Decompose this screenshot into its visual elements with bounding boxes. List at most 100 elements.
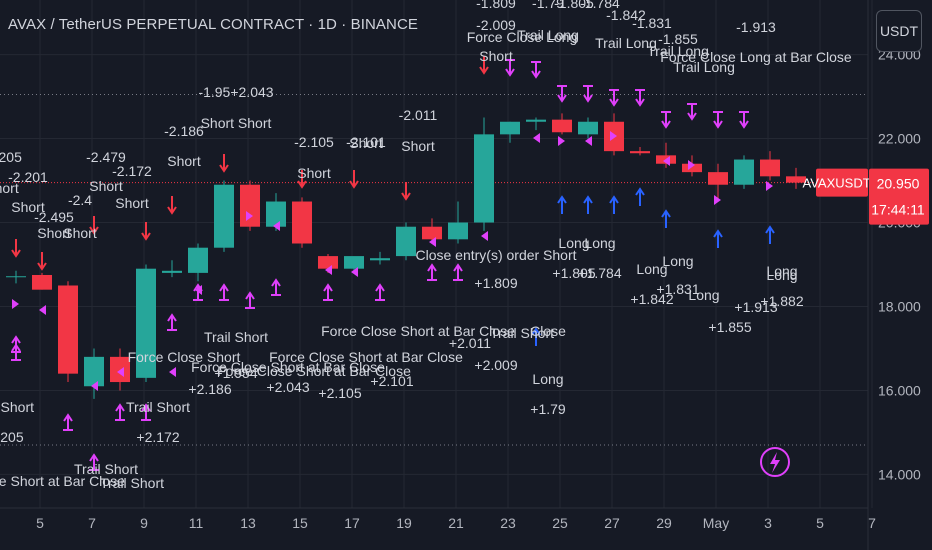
chart-title: AVAX / TetherUS PERPETUAL CONTRACT · 1D … (8, 16, 418, 33)
fill-triangle (12, 299, 19, 309)
currency-selector[interactable]: USDT (876, 10, 922, 52)
x-tick-label: 13 (240, 515, 256, 531)
exit-marker (427, 263, 437, 281)
exit-head (739, 120, 749, 129)
trade-label: Trail Short (74, 461, 138, 477)
trade-label: -1.842 (606, 7, 646, 23)
trade-label: Trail Long (517, 27, 579, 43)
exit-marker (453, 263, 463, 281)
candle-body (6, 276, 26, 278)
fill-triangle (663, 156, 670, 166)
trade-label: Short (297, 165, 331, 181)
exit-marker (219, 283, 229, 301)
trade-label: +1.805 (552, 265, 595, 281)
y-tick-label: 18.000 (878, 298, 921, 314)
price-tag (869, 168, 929, 225)
exit-head (115, 403, 125, 412)
fill-triangle (688, 160, 695, 170)
trade-label: Short (401, 138, 435, 154)
trade-label: +2.101 (370, 373, 413, 389)
trade-label: Short (11, 199, 45, 215)
candle-body (448, 222, 468, 240)
exit-head (167, 313, 177, 322)
short-entry-arrow (141, 222, 151, 241)
long-entry-arrow (765, 225, 775, 244)
arrow-head (297, 180, 307, 189)
long-entry-arrow (583, 195, 593, 214)
exit-head (271, 278, 281, 287)
exit-head (11, 335, 21, 344)
arrow-head (479, 66, 489, 75)
x-tick-label: 19 (396, 515, 412, 531)
trade-label: Long (766, 267, 797, 283)
short-entry-arrow (297, 170, 307, 189)
arrow-head (765, 225, 775, 234)
long-entry-arrow (713, 229, 723, 248)
candle-body (84, 356, 104, 387)
trade-label: +2.043 (266, 379, 309, 395)
arrow-head (349, 180, 359, 189)
countdown-label: 17:44:11 (871, 202, 925, 218)
candle-body (760, 159, 780, 177)
candle-body (552, 119, 572, 133)
lightning-icon[interactable] (760, 447, 790, 477)
exit-head (219, 283, 229, 292)
exit-marker (63, 413, 73, 431)
exit-marker (531, 61, 541, 79)
candle-body (214, 184, 234, 248)
trade-label: -1.79 (532, 0, 564, 11)
exit-marker (739, 111, 749, 129)
trade-label: Force Close Long (467, 29, 578, 45)
exit-marker (687, 103, 697, 121)
exit-marker (583, 85, 593, 103)
x-tick-label: 23 (500, 515, 516, 531)
trade-label: Force Close Short (128, 349, 241, 365)
symbol-tag-label: AVAXUSDT.P (803, 176, 882, 191)
exit-marker (167, 313, 177, 331)
arrow-head (141, 232, 151, 241)
candle-body (162, 270, 182, 273)
fill-triangle (351, 267, 358, 277)
fill-triangle (325, 265, 332, 275)
exit-head (583, 94, 593, 103)
trade-label: -2.011 (399, 107, 438, 123)
fill-triangle (610, 131, 617, 141)
short-entry-arrow (37, 252, 47, 271)
trade-label: Close (530, 323, 566, 339)
candle-body (734, 159, 754, 185)
candle-body (58, 285, 78, 374)
fill-triangle (766, 181, 773, 191)
candle-body (188, 247, 208, 273)
fill-triangle (91, 381, 98, 391)
exit-head (531, 70, 541, 79)
trade-label: Long (532, 371, 563, 387)
arrow-head (583, 195, 593, 204)
trade-label: Force Close Short at Bar Close (321, 323, 515, 339)
short-entry-arrow (89, 216, 99, 235)
short-entry-arrow (349, 170, 359, 189)
candle-body (630, 151, 650, 154)
candle-body (240, 184, 260, 227)
last-price-label: 20.950 (877, 176, 920, 192)
exit-head (323, 283, 333, 292)
y-tick-label: 16.000 (878, 382, 921, 398)
trade-label: -1.95+2.043 (198, 84, 273, 100)
exit-marker (323, 283, 333, 301)
exit-marker (609, 89, 619, 107)
trade-label: -2.101 (346, 134, 386, 150)
exit-head (661, 120, 671, 129)
lightning-icon-ring (760, 447, 790, 477)
exit-head (427, 263, 437, 272)
trade-label: -2.205 (0, 149, 22, 165)
exit-marker (505, 59, 515, 77)
trade-label: -1.809 (476, 0, 516, 11)
x-tick-label: 11 (189, 515, 204, 531)
trade-label: Short Short (201, 115, 272, 131)
trade-label: -1.831 (632, 15, 672, 31)
trade-label: Short (349, 135, 383, 151)
fill-triangle (195, 285, 202, 295)
y-tick-label: 14.000 (878, 466, 921, 482)
arrow-head (713, 229, 723, 238)
trade-label: Long (558, 235, 589, 251)
